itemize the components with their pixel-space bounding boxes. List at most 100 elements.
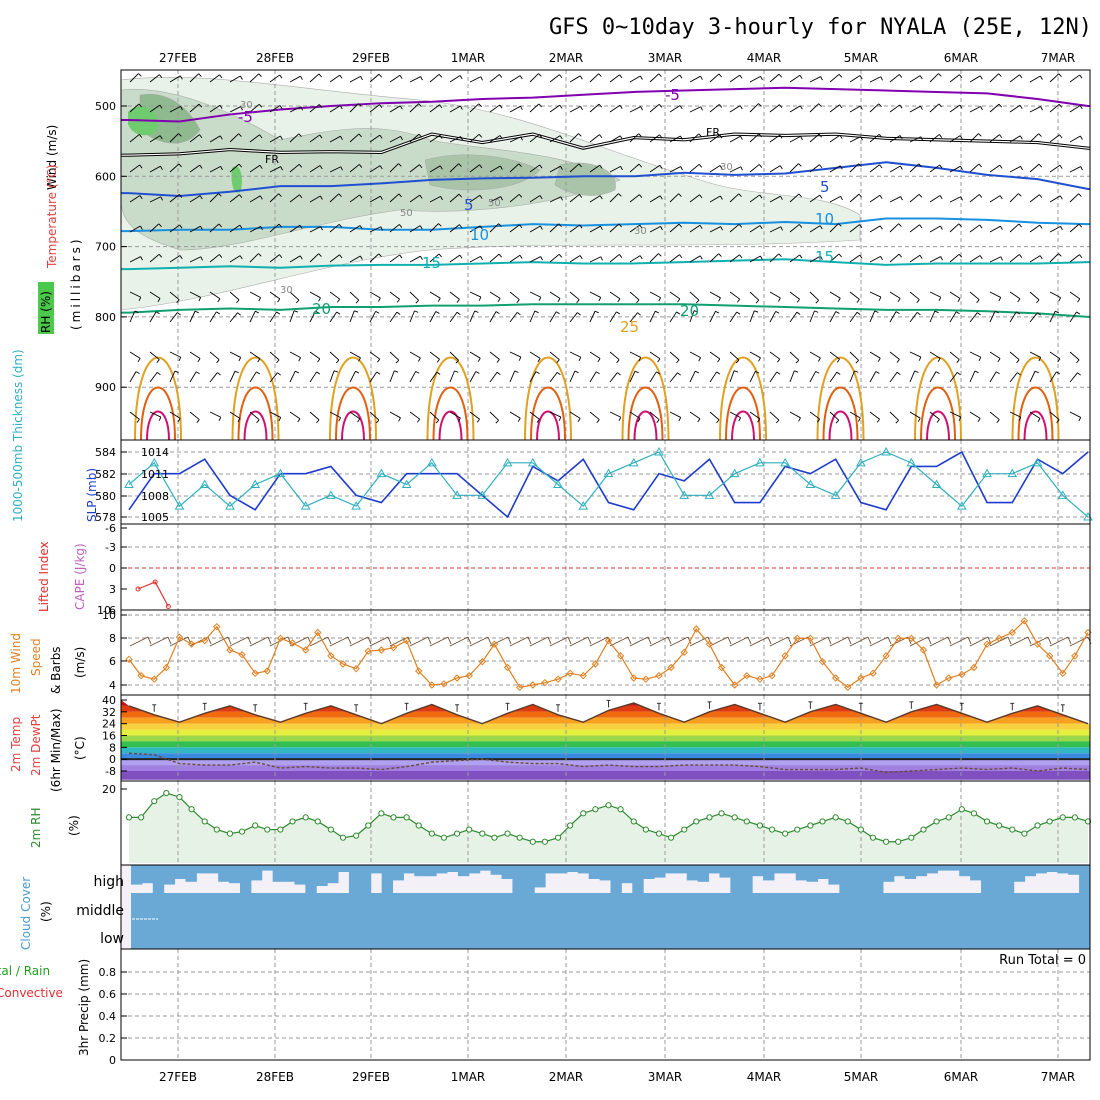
wind-barb-flag	[1017, 298, 1021, 303]
wind-barb-flag	[718, 297, 721, 302]
warm-lobe-contour	[816, 356, 865, 441]
wind-barb-flag	[177, 312, 181, 316]
wind-barb	[929, 164, 940, 173]
wind10-marker	[1059, 669, 1067, 678]
wind-barb	[1009, 193, 1019, 203]
wind-barb	[609, 254, 620, 263]
wind-barb-flag	[798, 224, 803, 228]
wind-barb-flag	[179, 75, 183, 80]
wind-barb	[869, 103, 880, 113]
wind-barb-flag	[455, 360, 459, 364]
wind-barb	[829, 104, 840, 113]
wind-barb	[749, 103, 759, 113]
wind-barb	[989, 164, 1001, 173]
cloud-high-bar	[763, 865, 775, 881]
wind-barb	[269, 193, 279, 203]
rh2m-marker	[353, 832, 360, 839]
cloud-high-bar	[828, 865, 840, 885]
wind-barb-flag	[439, 135, 443, 139]
wind-barb-flag	[198, 297, 202, 302]
rh2m-marker	[655, 830, 663, 837]
wind-barb	[909, 351, 922, 358]
cloud-high-bar	[632, 865, 644, 893]
wind-barb	[249, 351, 261, 360]
wind-barb-flag	[134, 310, 139, 314]
wind-barb-flag	[758, 357, 761, 362]
wind-barb-flag	[720, 226, 723, 231]
wind-barb-flag	[758, 133, 762, 138]
wind-barb	[549, 223, 560, 233]
wind-barb	[789, 105, 801, 113]
rh2m-marker	[605, 802, 612, 809]
wind-barb	[249, 253, 259, 263]
wind-barb	[169, 291, 180, 301]
wind10-marker	[907, 634, 916, 643]
wind-barb	[969, 105, 981, 113]
wind-barb-flag	[199, 164, 203, 169]
wind-barb	[189, 225, 201, 233]
wind-barb-flag	[898, 223, 902, 227]
wind-barb-flag	[438, 223, 442, 227]
wind10-barb-flag	[527, 636, 532, 645]
wind-barb-flag	[1059, 134, 1063, 139]
wind-barb-flag	[718, 73, 722, 78]
wind-barb-flag	[799, 254, 803, 259]
wind-barb-flag	[439, 104, 443, 109]
rh-legend-swatch	[38, 282, 54, 334]
rh2m-marker	[857, 826, 864, 833]
wind-barb	[149, 411, 162, 418]
wind-barb	[129, 351, 141, 359]
wind-barb	[1029, 351, 1041, 358]
wind-barb	[829, 291, 841, 299]
wind-barb	[289, 310, 295, 323]
wind-barb	[149, 74, 160, 83]
wind-barb	[129, 134, 140, 143]
wind-barb	[549, 311, 557, 323]
rh2m-marker	[743, 818, 750, 825]
wind10-marker	[352, 664, 360, 673]
warm-lobe-contour	[524, 356, 572, 441]
wind-barb-flag	[856, 311, 861, 316]
wind-barb-flag	[916, 312, 921, 316]
wind-barb-flag	[815, 300, 819, 304]
wind-barb-flag	[858, 193, 863, 198]
wind-barb	[689, 194, 700, 203]
wind-barb	[469, 194, 481, 203]
wind-barb-flag	[198, 103, 203, 108]
temp-band	[121, 723, 1090, 730]
wind-barb-flag	[399, 254, 403, 259]
wind-barb-flag	[640, 75, 643, 80]
wind-barb	[909, 163, 920, 173]
thickness-marker	[982, 468, 992, 478]
wind-barb	[489, 104, 500, 113]
wind-barb-flag	[836, 371, 841, 375]
wind-barb-flag	[836, 358, 840, 363]
wind-barb-flag	[998, 297, 1002, 302]
wind-barb	[169, 255, 181, 263]
wind-barb-flag	[516, 312, 521, 316]
wind-barb-flag	[218, 254, 223, 258]
wind-barb-flag	[955, 311, 960, 315]
wind-barb-flag	[378, 73, 383, 78]
wind-barb-flag	[914, 370, 919, 373]
y-tick-label: 0.8	[99, 966, 117, 979]
wind10-marker	[490, 640, 499, 648]
wind-barb	[469, 291, 482, 298]
wind10-marker	[541, 678, 549, 687]
wind-barb-flag	[199, 134, 203, 139]
warm-lobe-contour	[633, 410, 658, 441]
wind10-marker	[768, 671, 776, 680]
wind-barb	[969, 411, 981, 419]
wind-barb	[1009, 135, 1021, 143]
wind10-barb-flag	[387, 636, 392, 645]
wind-barb-flag	[276, 311, 281, 315]
wind10-barb	[409, 636, 429, 647]
fr-contour-inner	[121, 133, 1090, 156]
wind-barb-flag	[637, 418, 641, 423]
cloud-high-bar	[991, 865, 1004, 893]
wind-barb-flag	[855, 360, 859, 364]
thickness-marker	[729, 468, 740, 478]
wind-barb	[949, 74, 960, 83]
wind-barb	[469, 225, 481, 233]
wind10-barb-flag	[727, 636, 732, 645]
